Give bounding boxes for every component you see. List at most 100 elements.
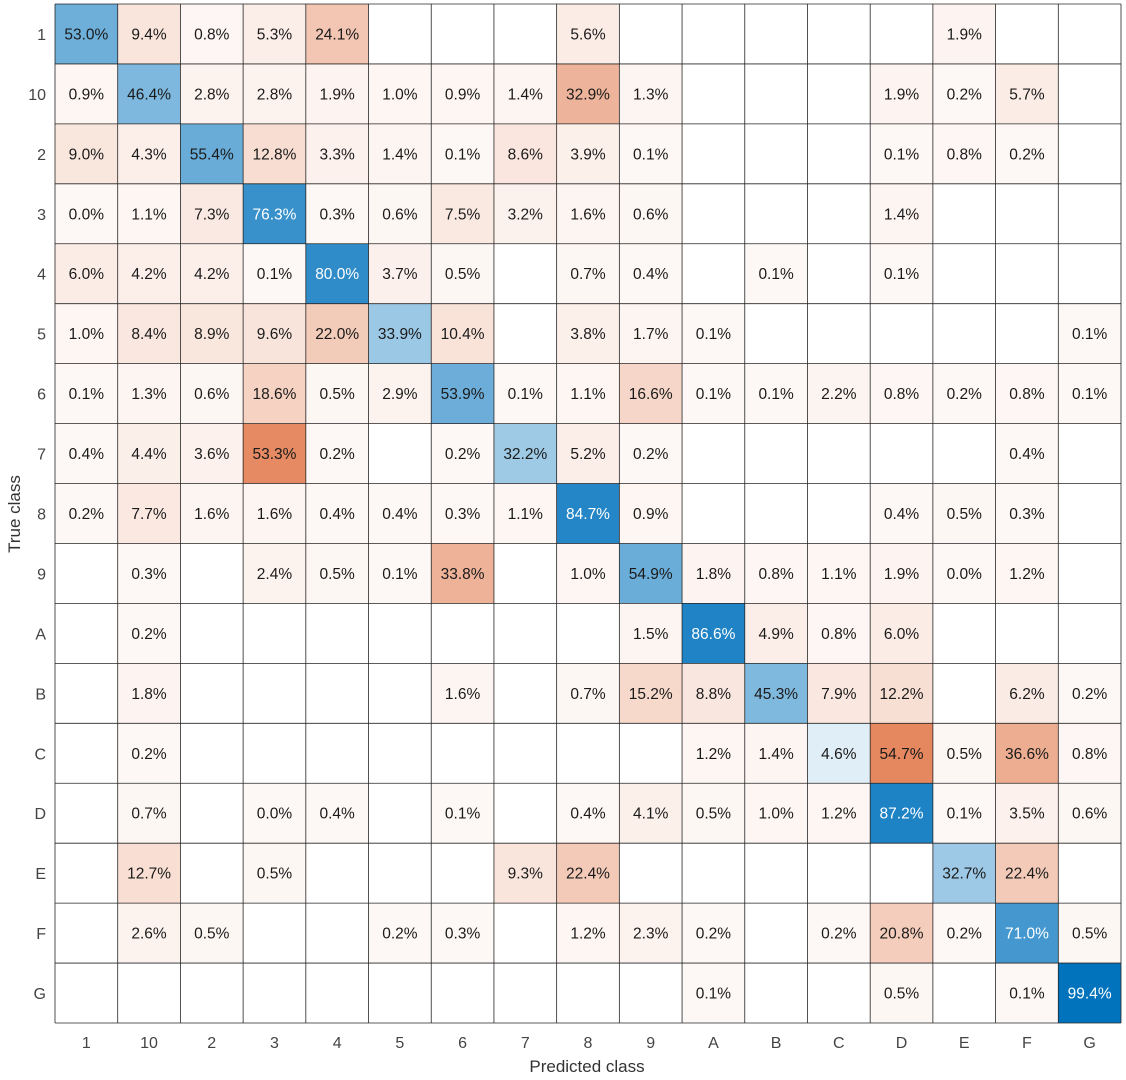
matrix-cell [117, 663, 181, 724]
matrix-cell [243, 483, 306, 544]
matrix-cell [493, 543, 557, 604]
cell-value-label: 0.2% [947, 926, 983, 943]
x-tick-label: D [896, 1035, 908, 1052]
matrix-cell [870, 543, 933, 604]
matrix-cell [619, 4, 683, 64]
cell-value-label: 0.7% [570, 686, 606, 703]
matrix-cell [870, 63, 933, 124]
matrix-cell [243, 183, 306, 244]
cell-value-label: 4.2% [194, 266, 230, 283]
matrix-cell [807, 423, 871, 484]
matrix-cell [995, 843, 1059, 904]
cell-value-label: 1.2% [821, 806, 857, 823]
matrix-cell [368, 303, 432, 364]
matrix-cell [682, 963, 745, 1023]
cell-value-label: 54.9% [629, 566, 673, 583]
cell-value-label: 8.4% [131, 326, 167, 343]
x-tick-label: 3 [270, 1035, 279, 1052]
cell-value-label: 1.6% [194, 506, 230, 523]
matrix-cell [368, 63, 432, 124]
matrix-cell [1058, 663, 1121, 724]
matrix-cell [870, 423, 933, 484]
cell-value-label: 0.2% [633, 446, 669, 463]
matrix-cell [243, 4, 306, 64]
matrix-cell [180, 63, 244, 124]
x-tick-label: 9 [646, 1035, 655, 1052]
y-tick-label: F [36, 926, 46, 943]
matrix-cell [744, 363, 808, 424]
matrix-cell [243, 363, 306, 424]
matrix-cell [932, 903, 996, 964]
matrix-cell [55, 183, 118, 244]
x-tick-label: B [771, 1035, 782, 1052]
matrix-cell [117, 4, 181, 64]
matrix-cell [744, 723, 808, 784]
cell-value-label: 0.8% [1009, 386, 1045, 403]
matrix-cell [117, 723, 181, 784]
cell-value-label: 3.7% [382, 266, 418, 283]
matrix-cell [807, 663, 871, 724]
matrix-cell [556, 363, 620, 424]
cell-value-label: 0.9% [633, 506, 669, 523]
matrix-cell [619, 63, 683, 124]
cell-value-label: 55.4% [190, 146, 234, 163]
matrix-cell [619, 243, 683, 304]
matrix-cell [870, 363, 933, 424]
y-tick-label: 9 [37, 566, 46, 583]
cell-value-label: 1.1% [131, 206, 167, 223]
matrix-cell [368, 543, 432, 604]
matrix-cell [682, 483, 745, 544]
cell-value-label: 99.4% [1068, 986, 1112, 1003]
cell-value-label: 84.7% [566, 506, 610, 523]
matrix-cell [305, 603, 369, 664]
matrix-cell [368, 723, 432, 784]
matrix-cell [305, 243, 369, 304]
cell-value-label: 0.6% [633, 206, 669, 223]
matrix-cell [932, 363, 996, 424]
cell-value-label: 1.1% [821, 566, 857, 583]
matrix-cell [368, 783, 432, 844]
matrix-cell [619, 123, 683, 184]
cell-value-label: 7.9% [821, 686, 857, 703]
cell-value-label: 0.9% [445, 86, 481, 103]
matrix-cell [932, 963, 996, 1023]
matrix-cell [870, 843, 933, 904]
grid-lines [54, 3, 1122, 1024]
matrix-cell [243, 903, 306, 964]
matrix-cell [117, 183, 181, 244]
matrix-cell [556, 4, 620, 64]
cell-value-label: 0.8% [884, 386, 920, 403]
matrix-cell [368, 243, 432, 304]
cell-value-label: 0.5% [320, 386, 356, 403]
matrix-cell [995, 483, 1059, 544]
matrix-cell [1058, 243, 1121, 304]
cell-value-label: 0.4% [884, 506, 920, 523]
cell-value-label: 0.8% [1072, 746, 1108, 763]
cell-value-label: 4.9% [758, 626, 794, 643]
matrix-cell [744, 123, 808, 184]
x-tick-label: 10 [140, 1035, 158, 1052]
matrix-cell [682, 903, 745, 964]
cell-value-label: 5.7% [1009, 86, 1045, 103]
y-tick-label: 4 [37, 267, 46, 284]
cell-value-label: 0.8% [821, 626, 857, 643]
cell-value-label: 7.7% [131, 506, 167, 523]
y-tick-label: 8 [37, 507, 46, 524]
matrix-cell [807, 843, 871, 904]
y-tick-label: A [35, 626, 46, 643]
cell-value-label: 22.4% [1005, 866, 1049, 883]
matrix-cell [807, 243, 871, 304]
cell-value-label: 0.8% [947, 146, 983, 163]
matrix-cell [431, 123, 494, 184]
matrix-cell [55, 63, 118, 124]
matrix-cell [932, 183, 996, 244]
matrix-cell [180, 4, 244, 64]
x-tick-label: 6 [458, 1035, 467, 1052]
matrix-cell [682, 423, 745, 484]
matrix-cell [180, 243, 244, 304]
matrix-cell [1058, 363, 1121, 424]
matrix-cell [55, 903, 118, 964]
x-tick-label: 4 [333, 1035, 342, 1052]
matrix-cell [682, 603, 745, 664]
